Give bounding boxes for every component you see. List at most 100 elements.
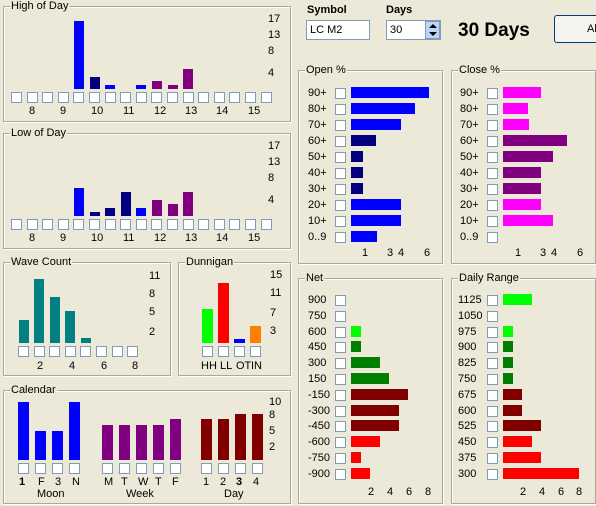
open_pct-checkbox[interactable]	[335, 184, 346, 195]
calendar-moon-checkbox[interactable]	[18, 463, 29, 474]
low_of_day-checkbox[interactable]	[198, 219, 210, 230]
low_of_day-checkbox[interactable]	[104, 219, 116, 230]
daily_range-checkbox[interactable]	[487, 326, 498, 338]
wave_count-checkbox[interactable]	[127, 346, 139, 357]
net-checkbox[interactable]	[335, 389, 346, 401]
net-checkbox[interactable]	[335, 310, 346, 322]
high_of_day-checkbox[interactable]	[120, 92, 132, 103]
wave_count-checkbox[interactable]	[49, 346, 61, 357]
open_pct-checkbox[interactable]	[335, 104, 346, 115]
low_of_day-checkbox[interactable]	[120, 219, 132, 230]
spin-up-icon[interactable]	[429, 24, 437, 28]
wave_count-checkbox[interactable]	[96, 346, 107, 357]
net-checkbox[interactable]	[335, 437, 346, 449]
low_of_day-checkbox[interactable]	[11, 219, 22, 230]
high_of_day-checkbox[interactable]	[167, 92, 178, 103]
close_pct-checkbox[interactable]	[487, 216, 498, 227]
calendar-week-checkbox[interactable]	[153, 463, 164, 474]
low_of_day-checkbox[interactable]	[89, 219, 100, 230]
close_pct-checkbox[interactable]	[487, 232, 498, 243]
low_of_day-checkbox[interactable]	[213, 219, 225, 230]
high_of_day-checkbox[interactable]	[26, 92, 38, 103]
open_pct-checkbox[interactable]	[335, 200, 346, 211]
net-checkbox[interactable]	[335, 295, 346, 306]
low_of_day-checkbox[interactable]	[245, 219, 256, 230]
close_pct-checkbox[interactable]	[487, 120, 498, 131]
net-checkbox[interactable]	[335, 405, 346, 417]
open_pct-checkbox[interactable]	[335, 152, 346, 163]
net-checkbox[interactable]	[335, 326, 346, 338]
high_of_day-checkbox[interactable]	[182, 92, 194, 103]
low_of_day-checkbox[interactable]	[57, 219, 69, 230]
daily_range-checkbox[interactable]	[487, 374, 498, 385]
high_of_day-checkbox[interactable]	[245, 92, 256, 103]
calendar-week-checkbox[interactable]	[170, 463, 181, 474]
calendar-moon-checkbox[interactable]	[69, 463, 80, 474]
calendar-day-checkbox[interactable]	[218, 463, 229, 474]
close_pct-checkbox[interactable]	[487, 104, 498, 115]
net-checkbox[interactable]	[335, 453, 346, 464]
calendar-day-checkbox[interactable]	[235, 463, 246, 474]
symbol-input[interactable]: LC M2	[306, 20, 370, 40]
open_pct-checkbox[interactable]	[335, 168, 346, 179]
dunnigan-checkbox[interactable]	[250, 346, 261, 357]
close_pct-checkbox[interactable]	[487, 200, 498, 211]
low_of_day-checkbox[interactable]	[167, 219, 178, 230]
calendar-day-checkbox[interactable]	[201, 463, 212, 474]
dunnigan-checkbox[interactable]	[202, 346, 213, 357]
calendar-week-checkbox[interactable]	[136, 463, 147, 474]
high_of_day-checkbox[interactable]	[73, 92, 85, 103]
low_of_day-checkbox[interactable]	[229, 219, 241, 230]
daily_range-checkbox[interactable]	[487, 295, 498, 306]
low_of_day-checkbox[interactable]	[42, 219, 54, 230]
net-checkbox[interactable]	[335, 421, 346, 433]
close_pct-checkbox[interactable]	[487, 136, 498, 147]
low_of_day-checkbox[interactable]	[260, 219, 272, 230]
wave_count-checkbox[interactable]	[111, 346, 123, 357]
high_of_day-checkbox[interactable]	[213, 92, 225, 103]
net-checkbox[interactable]	[335, 374, 346, 385]
daily_range-checkbox[interactable]	[487, 358, 498, 370]
open_pct-checkbox[interactable]	[335, 216, 346, 227]
dunnigan-checkbox[interactable]	[234, 346, 245, 357]
high_of_day-checkbox[interactable]	[89, 92, 100, 103]
spin-down-icon[interactable]	[429, 32, 437, 36]
high_of_day-checkbox[interactable]	[151, 92, 163, 103]
open_pct-checkbox[interactable]	[335, 120, 346, 131]
open_pct-checkbox[interactable]	[335, 232, 346, 243]
high_of_day-checkbox[interactable]	[57, 92, 69, 103]
wave_count-checkbox[interactable]	[80, 346, 92, 357]
low_of_day-checkbox[interactable]	[151, 219, 163, 230]
net-checkbox[interactable]	[335, 468, 346, 480]
open_pct-checkbox[interactable]	[335, 88, 346, 99]
daily_range-checkbox[interactable]	[487, 421, 498, 433]
close_pct-checkbox[interactable]	[487, 152, 498, 163]
calendar-moon-checkbox[interactable]	[35, 463, 46, 474]
daily_range-checkbox[interactable]	[487, 437, 498, 449]
high_of_day-checkbox[interactable]	[198, 92, 210, 103]
low_of_day-checkbox[interactable]	[135, 219, 147, 230]
days-stepper[interactable]	[425, 21, 440, 39]
wave_count-checkbox[interactable]	[64, 346, 76, 357]
high_of_day-checkbox[interactable]	[42, 92, 54, 103]
calendar-day-checkbox[interactable]	[252, 463, 263, 474]
high_of_day-checkbox[interactable]	[135, 92, 147, 103]
calendar-week-checkbox[interactable]	[102, 463, 113, 474]
open_pct-checkbox[interactable]	[335, 136, 346, 147]
low_of_day-checkbox[interactable]	[73, 219, 85, 230]
high_of_day-checkbox[interactable]	[229, 92, 241, 103]
wave_count-checkbox[interactable]	[18, 346, 29, 357]
high_of_day-checkbox[interactable]	[104, 92, 116, 103]
all-button[interactable]: Al	[554, 15, 596, 43]
dunnigan-checkbox[interactable]	[218, 346, 229, 357]
daily_range-checkbox[interactable]	[487, 389, 498, 401]
close_pct-checkbox[interactable]	[487, 88, 498, 99]
low_of_day-checkbox[interactable]	[26, 219, 38, 230]
calendar-moon-checkbox[interactable]	[52, 463, 63, 474]
net-checkbox[interactable]	[335, 358, 346, 370]
close_pct-checkbox[interactable]	[487, 184, 498, 195]
calendar-week-checkbox[interactable]	[119, 463, 130, 474]
high_of_day-checkbox[interactable]	[260, 92, 272, 103]
daily_range-checkbox[interactable]	[487, 468, 498, 480]
low_of_day-checkbox[interactable]	[182, 219, 194, 230]
